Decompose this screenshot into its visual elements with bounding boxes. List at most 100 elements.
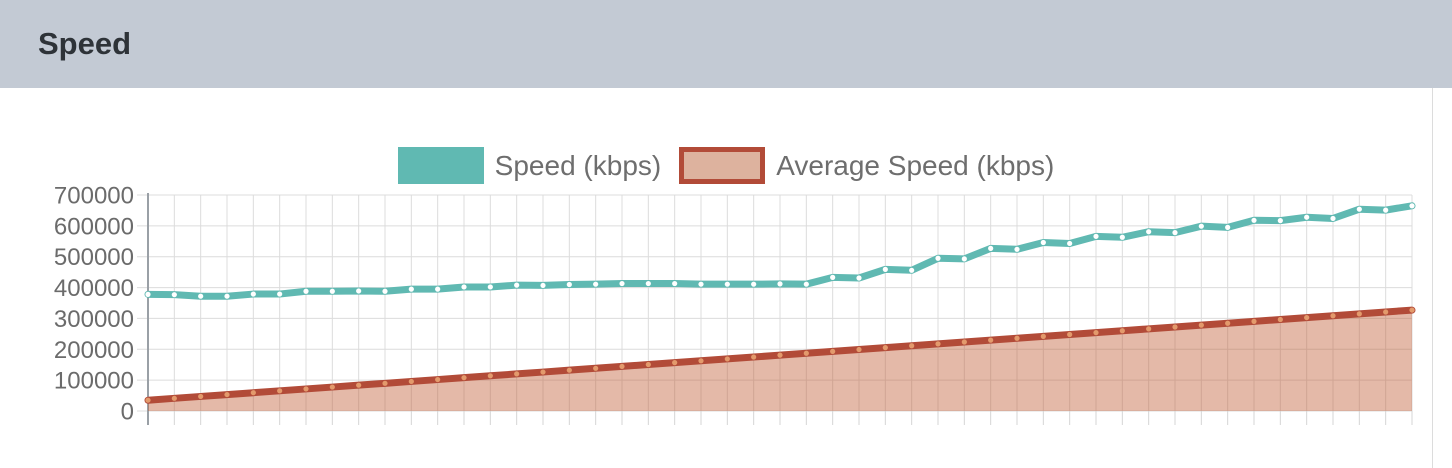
speed-point <box>356 288 362 294</box>
average-speed-point <box>856 346 862 353</box>
average-speed-point <box>145 397 151 403</box>
speed-point <box>1146 229 1152 235</box>
speed-point <box>1093 233 1099 239</box>
speed-point <box>1198 223 1204 229</box>
speed-point <box>777 281 783 287</box>
panel-right-divider <box>1432 88 1433 468</box>
average-speed-point <box>935 341 941 347</box>
y-axis-tick-label: 100000 <box>54 368 134 395</box>
average-speed-point <box>1040 333 1046 339</box>
speed-point <box>619 280 625 287</box>
legend-swatch-speed-icon <box>397 147 484 184</box>
speed-point <box>988 245 994 251</box>
average-speed-point <box>988 337 994 343</box>
average-speed-point <box>1304 314 1310 321</box>
average-speed-point <box>882 345 888 351</box>
average-speed-point <box>830 348 836 354</box>
average-speed-point <box>566 367 572 373</box>
panel-header: Speed <box>0 0 1452 88</box>
speed-point <box>830 274 836 280</box>
average-speed-point <box>724 356 730 362</box>
average-speed-point <box>1093 330 1099 336</box>
speed-point <box>645 280 651 287</box>
speed-point <box>1067 240 1073 247</box>
speed-point <box>1014 246 1020 252</box>
legend-swatch-average-speed-icon <box>679 147 766 184</box>
average-speed-point <box>487 373 493 379</box>
speed-point <box>909 267 915 273</box>
speed-point <box>540 282 546 289</box>
speed-point <box>461 284 467 290</box>
speed-point <box>514 282 520 288</box>
legend-label-speed: Speed (kbps) <box>494 150 662 181</box>
speed-point <box>198 293 204 299</box>
average-speed-point <box>277 388 283 394</box>
speed-point <box>277 291 283 297</box>
speed-point <box>698 281 704 287</box>
speed-point <box>856 275 862 281</box>
y-axis-tick-label: 0 <box>121 399 134 426</box>
speed-point <box>171 292 177 298</box>
average-speed-point <box>1067 331 1073 338</box>
average-speed-point <box>909 343 915 349</box>
speed-point <box>593 281 599 287</box>
average-speed-point <box>698 358 704 364</box>
chart-legend: Speed (kbps) Average Speed (kbps) <box>0 147 1452 184</box>
average-speed-point <box>1356 311 1362 317</box>
average-speed-point <box>382 380 388 386</box>
speed-point <box>1409 203 1415 209</box>
average-speed-point <box>961 339 967 345</box>
average-speed-point <box>777 352 783 358</box>
average-speed-point <box>1251 318 1257 324</box>
average-speed-point <box>1225 320 1231 326</box>
average-speed-point <box>1409 307 1415 313</box>
average-speed-point <box>329 384 335 390</box>
panel-title: Speed <box>38 26 132 61</box>
average-speed-point <box>1277 316 1283 323</box>
average-speed-point <box>171 395 177 401</box>
legend-item-speed[interactable]: Speed (kbps) <box>397 147 662 184</box>
average-speed-point <box>303 386 309 392</box>
average-speed-point <box>593 365 599 371</box>
speed-point <box>1251 217 1257 223</box>
speed-point <box>882 266 888 272</box>
y-axis-tick-label: 400000 <box>54 275 134 302</box>
speed-point <box>1225 224 1231 230</box>
speed-point <box>487 284 493 290</box>
y-axis-tick-label: 700000 <box>54 183 134 210</box>
speed-point <box>1040 239 1046 246</box>
y-axis-tick-label: 300000 <box>54 306 134 333</box>
average-speed-point <box>461 375 467 381</box>
speed-point <box>1330 215 1336 222</box>
speed-point <box>566 281 572 288</box>
average-speed-point <box>645 361 651 368</box>
speed-point <box>935 255 941 261</box>
average-speed-point <box>1172 324 1178 330</box>
average-speed-point <box>619 363 625 370</box>
y-axis-tick-label: 600000 <box>54 213 134 240</box>
legend-item-average-speed[interactable]: Average Speed (kbps) <box>679 147 1054 184</box>
speed-point <box>672 280 678 287</box>
y-axis-tick-label: 200000 <box>54 337 134 364</box>
average-speed-point <box>408 378 414 385</box>
legend-label-average-speed: Average Speed (kbps) <box>776 150 1055 181</box>
speed-point <box>751 281 757 287</box>
speed-point <box>435 286 441 292</box>
speed-point <box>1356 206 1362 212</box>
y-axis-tick-label: 500000 <box>54 244 134 271</box>
average-speed-point <box>1198 322 1204 328</box>
average-speed-point <box>540 369 546 375</box>
speed-point <box>329 288 335 294</box>
speed-point <box>1277 218 1283 224</box>
average-speed-point <box>435 376 441 383</box>
speed-point <box>1119 234 1125 240</box>
speed-point <box>145 291 151 297</box>
speed-point <box>224 293 230 299</box>
average-speed-point <box>1119 328 1125 334</box>
speed-point <box>724 281 730 287</box>
speed-point <box>1304 214 1310 220</box>
average-speed-point <box>514 371 520 377</box>
average-speed-point <box>1330 313 1336 319</box>
